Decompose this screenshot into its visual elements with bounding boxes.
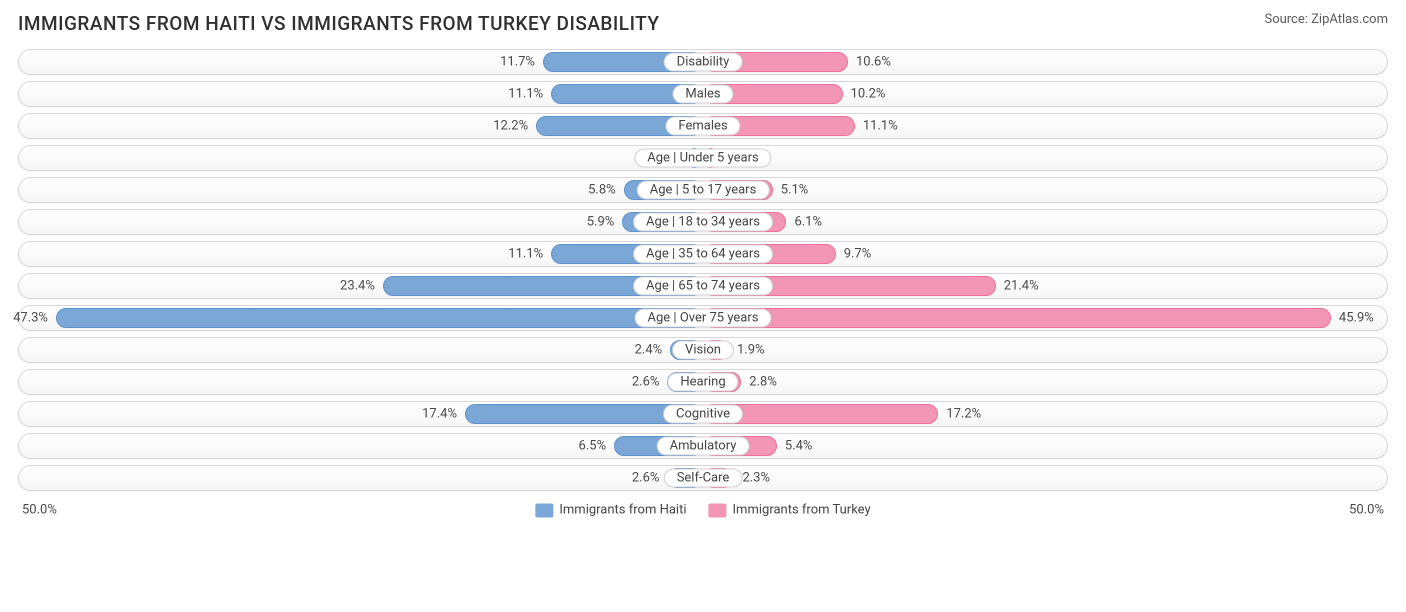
- value-label-left: 11.7%: [500, 55, 535, 70]
- value-label-left: 11.1%: [508, 87, 543, 102]
- chart-row: 11.1% 10.2% Males: [18, 81, 1388, 107]
- value-label-right: 9.7%: [844, 247, 872, 262]
- value-label-left: 12.2%: [493, 119, 528, 134]
- legend-swatch: [535, 503, 553, 517]
- axis-right-label: 50.0%: [1349, 503, 1384, 518]
- value-label-left: 47.3%: [13, 311, 48, 326]
- chart-row: 5.8% 5.1% Age | 5 to 17 years: [18, 177, 1388, 203]
- chart-row: 5.9% 6.1% Age | 18 to 34 years: [18, 209, 1388, 235]
- value-label-left: 6.5%: [579, 439, 607, 454]
- chart-row: 12.2% 11.1% Females: [18, 113, 1388, 139]
- chart-row: 2.6% 2.8% Hearing: [18, 369, 1388, 395]
- value-label-right: 5.1%: [781, 183, 809, 198]
- chart-row: 11.7% 10.6% Disability: [18, 49, 1388, 75]
- chart-title: IMMIGRANTS FROM HAITI VS IMMIGRANTS FROM…: [18, 12, 660, 35]
- chart-row: 11.1% 9.7% Age | 35 to 64 years: [18, 241, 1388, 267]
- category-pill: Age | 5 to 17 years: [637, 181, 770, 200]
- category-pill: Ambulatory: [657, 437, 750, 456]
- chart-row: 23.4% 21.4% Age | 65 to 74 years: [18, 273, 1388, 299]
- value-label-left: 11.1%: [508, 247, 543, 262]
- category-pill: Self-Care: [664, 469, 743, 488]
- chart-row: 6.5% 5.4% Ambulatory: [18, 433, 1388, 459]
- category-pill: Disability: [664, 53, 743, 72]
- legend-item: Immigrants from Turkey: [709, 503, 871, 518]
- value-label-left: 23.4%: [340, 279, 375, 294]
- bar-left: [56, 308, 703, 328]
- chart-row: 2.4% 1.9%Vision: [18, 337, 1388, 363]
- chart-header: IMMIGRANTS FROM HAITI VS IMMIGRANTS FROM…: [18, 12, 1388, 35]
- bar-right: [703, 308, 1331, 328]
- source-name: ZipAtlas.com: [1311, 12, 1388, 27]
- category-pill: Age | 18 to 34 years: [633, 213, 773, 232]
- category-pill: Females: [665, 117, 740, 136]
- category-pill: Age | 35 to 64 years: [633, 245, 773, 264]
- value-label-right: 2.8%: [749, 375, 777, 390]
- legend-label: Immigrants from Haiti: [559, 503, 686, 518]
- category-pill: Vision: [672, 341, 734, 360]
- value-label-right: 21.4%: [1004, 279, 1039, 294]
- value-label-right: 10.6%: [856, 55, 891, 70]
- chart-row: 47.3%45.9%Age | Over 75 years: [18, 305, 1388, 331]
- value-label-right: 10.2%: [851, 87, 886, 102]
- value-label-right: 1.9%: [737, 343, 765, 358]
- chart-row: 1.3%1.1%Age | Under 5 years: [18, 145, 1388, 171]
- legend-swatch: [709, 503, 727, 517]
- value-label-left: 5.8%: [588, 183, 616, 198]
- value-label-right: 45.9%: [1339, 311, 1374, 326]
- chart-area: 11.7% 10.6% Disability 11.1% 10.2% Males 12.2%…: [18, 49, 1388, 491]
- category-pill: Age | Under 5 years: [634, 149, 771, 168]
- category-pill: Age | Over 75 years: [635, 309, 772, 328]
- legend-label: Immigrants from Turkey: [733, 503, 871, 518]
- value-label-left: 2.6%: [632, 471, 660, 486]
- chart-row: 17.4% 17.2% Cognitive: [18, 401, 1388, 427]
- category-pill: Age | 65 to 74 years: [633, 277, 773, 296]
- chart-footer: 50.0% Immigrants from HaitiImmigrants fr…: [18, 497, 1388, 523]
- value-label-left: 17.4%: [422, 407, 457, 422]
- legend-item: Immigrants from Haiti: [535, 503, 686, 518]
- category-pill: Males: [672, 85, 733, 104]
- value-label-left: 5.9%: [587, 215, 615, 230]
- value-label-left: 2.4%: [635, 343, 663, 358]
- source-prefix: Source:: [1264, 12, 1311, 27]
- chart-row: 2.6% 2.3%Self-Care: [18, 465, 1388, 491]
- value-label-right: 6.1%: [794, 215, 822, 230]
- value-label-left: 2.6%: [632, 375, 660, 390]
- category-pill: Hearing: [667, 373, 738, 392]
- value-label-right: 2.3%: [742, 471, 770, 486]
- chart-legend: Immigrants from Haiti Immigrants from Tur…: [535, 503, 870, 518]
- value-label-right: 5.4%: [785, 439, 813, 454]
- value-label-right: 11.1%: [863, 119, 898, 134]
- value-label-right: 17.2%: [946, 407, 981, 422]
- chart-source: Source: ZipAtlas.com: [1264, 12, 1388, 27]
- axis-left-label: 50.0%: [22, 503, 57, 518]
- category-pill: Cognitive: [663, 405, 743, 424]
